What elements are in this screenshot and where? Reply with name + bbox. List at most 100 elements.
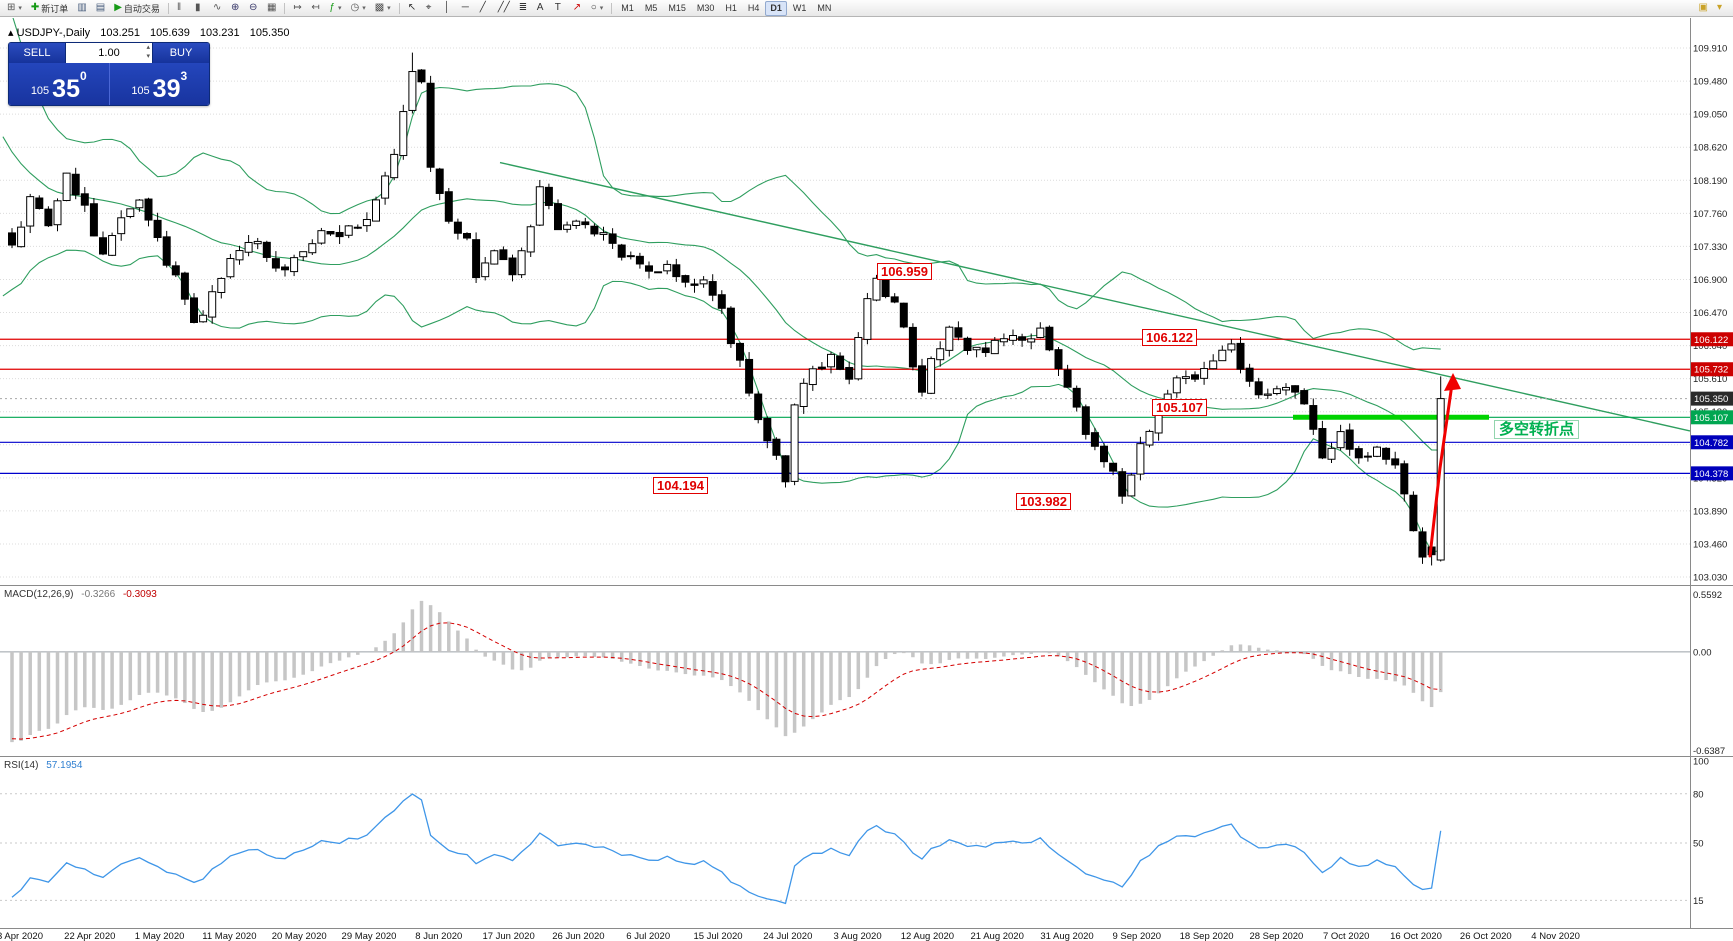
- one-click-trading-panel: SELL 1.00 ▴ ▾ BUY 105 35 0 105 39 3: [8, 42, 210, 106]
- price-note-106122[interactable]: 106.122: [1142, 329, 1197, 346]
- price-note-104194[interactable]: 104.194: [653, 477, 708, 494]
- toolbar-options-icon[interactable]: ▾: [1713, 1, 1730, 16]
- price-tag-text: 106.122: [1694, 335, 1728, 346]
- toolbar-separator: [611, 2, 613, 14]
- oneclick-collapse-icon[interactable]: ▴: [8, 27, 14, 39]
- price-note-105107[interactable]: 105.107: [1152, 399, 1207, 416]
- shapes-button-dropdown-icon[interactable]: ▾: [599, 5, 604, 12]
- new-order-button[interactable]: ✚ 新订单: [27, 1, 72, 16]
- date-axis-label: 21 Aug 2020: [971, 931, 1024, 941]
- volume-up-icon[interactable]: ▴: [146, 44, 150, 51]
- date-axis-label: 6 Jul 2020: [626, 931, 670, 941]
- timeframe-M15[interactable]: M15: [668, 3, 686, 13]
- autotrading-button-glyph: ▶: [114, 2, 122, 13]
- shapes-button[interactable]: ○ ▾: [587, 1, 608, 16]
- date-axis-label: 17 Jun 2020: [482, 931, 534, 941]
- zoom-out-button[interactable]: ⊖: [245, 1, 262, 16]
- periods-button[interactable]: ◷ ▾: [346, 1, 369, 16]
- new-chart-button-dropdown-icon[interactable]: ▾: [18, 5, 22, 12]
- price-axis[interactable]: 109.910 109.480 109.050 108.620 108.190 107.7…: [1691, 44, 1733, 584]
- templates-button[interactable]: ▩ ▾: [371, 1, 395, 16]
- vertical-line-button[interactable]: │: [440, 1, 457, 16]
- price-axis-label: 105.610: [1693, 374, 1727, 385]
- price-note-106959[interactable]: 106.959: [877, 263, 932, 280]
- date-axis-label: 12 Aug 2020: [901, 931, 954, 941]
- bar-chart-type-button[interactable]: ‖: [173, 1, 190, 16]
- price-axis-label: 107.760: [1693, 209, 1727, 220]
- buy-price[interactable]: 105 39 3: [110, 63, 210, 105]
- text-button[interactable]: A: [533, 1, 550, 16]
- cursor-button[interactable]: ↖: [404, 1, 421, 16]
- periods-button-dropdown-icon[interactable]: ▾: [362, 5, 366, 12]
- date-axis-label: 3 Apr 2020: [0, 931, 43, 941]
- macd-panel[interactable]: [0, 600, 1690, 743]
- turning-point-note[interactable]: 多空转折点: [1494, 420, 1580, 439]
- price-tag-106.122: [1691, 332, 1733, 347]
- zoom-in-button[interactable]: ⊕: [227, 1, 244, 16]
- timeframe-M1[interactable]: M1: [621, 3, 634, 13]
- trendline-button[interactable]: ╱: [476, 1, 493, 16]
- new-chart-button[interactable]: ⊞ ▾: [3, 1, 26, 16]
- high-value: 105.639: [150, 27, 190, 39]
- timeframe-H4[interactable]: H4: [747, 3, 760, 13]
- shapes-button-glyph: ○: [590, 2, 597, 13]
- sell-price[interactable]: 105 35 0: [9, 63, 109, 105]
- horizontal-line-button[interactable]: ─: [458, 1, 475, 16]
- volume-down-icon[interactable]: ▾: [146, 53, 150, 60]
- timeframe-M5[interactable]: M5: [644, 3, 658, 13]
- price-note-103982[interactable]: 103.982: [1016, 493, 1071, 510]
- rsi-value: 57.1954: [46, 760, 83, 771]
- text-label-button[interactable]: T: [551, 1, 568, 16]
- price-axis-label: 106.470: [1693, 308, 1727, 319]
- autotrading-button[interactable]: ▶ 自动交易: [110, 1, 164, 16]
- timeframe-H1[interactable]: H1: [725, 3, 737, 13]
- templates-button-dropdown-icon[interactable]: ▾: [387, 5, 391, 12]
- sell-price-pips: 35: [52, 74, 80, 103]
- line-chart-type-button[interactable]: ∿: [209, 1, 226, 16]
- volume-field[interactable]: 1.00 ▴ ▾: [65, 43, 153, 63]
- rsi-name: RSI(14): [4, 760, 39, 771]
- price-tag-text: 105.732: [1694, 365, 1728, 376]
- rsi-panel[interactable]: [0, 793, 1690, 905]
- chart-symbol-title: ▴ USDJPY-,Daily 103.251 105.639 103.231 …: [8, 26, 289, 39]
- trendline-button-glyph: ╱: [479, 2, 486, 13]
- date-axis[interactable]: 3 Apr 2020 22 Apr 2020 1 May 2020 11 May 20…: [0, 931, 1580, 941]
- date-axis-label: 26 Jun 2020: [552, 931, 604, 941]
- auto-scroll-button[interactable]: ↦: [289, 1, 306, 16]
- market-watch-button[interactable]: ▥: [73, 1, 90, 16]
- indicators-button-dropdown-icon[interactable]: ▾: [337, 5, 342, 12]
- price-axis-label: 103.460: [1693, 539, 1727, 550]
- timeframe-MN[interactable]: MN: [817, 3, 832, 13]
- navigator-button[interactable]: ▤: [92, 1, 109, 16]
- channel-button[interactable]: ╱╱: [494, 1, 514, 16]
- price-axis-label: 109.910: [1693, 44, 1727, 55]
- date-axis-label: 24 Jul 2020: [763, 931, 812, 941]
- toolbar-separator: [284, 2, 286, 14]
- rally-arrow[interactable]: [1428, 382, 1454, 558]
- timeframe-W1[interactable]: W1: [792, 3, 807, 13]
- date-axis-label: 31 Aug 2020: [1040, 931, 1093, 941]
- close-value: 105.350: [249, 27, 290, 39]
- text-button-glyph: A: [536, 2, 544, 13]
- arrows-tool-button[interactable]: ↗: [569, 1, 586, 16]
- tile-windows-button[interactable]: ▦: [263, 1, 280, 16]
- candle-chart-type-button[interactable]: ▮: [191, 1, 208, 16]
- macd-axis-label: 0.00: [1693, 647, 1712, 658]
- chart-shift-button[interactable]: ↤: [307, 1, 324, 16]
- timeframe-D1[interactable]: D1: [765, 0, 787, 16]
- timeframe-M30[interactable]: M30: [696, 3, 715, 13]
- indicators-button[interactable]: ƒ ▾: [325, 1, 345, 16]
- fibonacci-button[interactable]: ≣: [515, 1, 532, 16]
- tile-windows-button-glyph: ▦: [266, 2, 277, 13]
- date-axis-label: 9 Sep 2020: [1112, 931, 1161, 941]
- crosshair-button[interactable]: ⌖: [422, 1, 439, 16]
- buy-button[interactable]: BUY: [153, 43, 209, 63]
- auto-scroll-button-glyph: ↦: [293, 2, 302, 13]
- sell-button[interactable]: SELL: [9, 43, 65, 63]
- price-panel[interactable]: [0, 0, 1690, 578]
- toolbar-overflow-icon[interactable]: ▣: [1695, 1, 1712, 16]
- trendline[interactable]: [499, 161, 1690, 432]
- buy-price-point: 3: [180, 69, 188, 83]
- templates-button-glyph: ▩: [374, 2, 385, 13]
